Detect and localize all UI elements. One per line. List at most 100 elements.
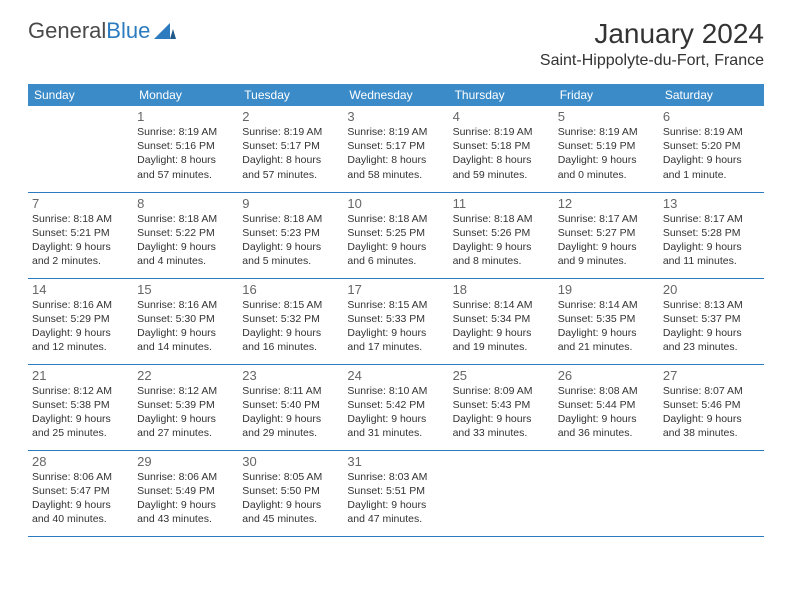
day-header: Wednesday <box>343 84 448 106</box>
sunrise-line: Sunrise: 8:07 AM <box>663 384 760 398</box>
logo: GeneralBlue <box>28 18 176 44</box>
day-number: 24 <box>347 368 444 383</box>
calendar-cell: 19Sunrise: 8:14 AMSunset: 5:35 PMDayligh… <box>554 278 659 364</box>
sunrise-line: Sunrise: 8:19 AM <box>347 125 444 139</box>
day-info: Sunrise: 8:09 AMSunset: 5:43 PMDaylight:… <box>453 384 550 441</box>
sunrise-line: Sunrise: 8:06 AM <box>32 470 129 484</box>
calendar-cell: 11Sunrise: 8:18 AMSunset: 5:26 PMDayligh… <box>449 192 554 278</box>
calendar-cell: 8Sunrise: 8:18 AMSunset: 5:22 PMDaylight… <box>133 192 238 278</box>
sunset-line: Sunset: 5:17 PM <box>242 139 339 153</box>
calendar-row: 21Sunrise: 8:12 AMSunset: 5:38 PMDayligh… <box>28 364 764 450</box>
daylight-line: Daylight: 8 hours and 57 minutes. <box>242 153 339 181</box>
calendar-body: 1Sunrise: 8:19 AMSunset: 5:16 PMDaylight… <box>28 106 764 536</box>
sunrise-line: Sunrise: 8:15 AM <box>347 298 444 312</box>
sunset-line: Sunset: 5:37 PM <box>663 312 760 326</box>
sunrise-line: Sunrise: 8:10 AM <box>347 384 444 398</box>
day-number: 22 <box>137 368 234 383</box>
sunrise-line: Sunrise: 8:17 AM <box>558 212 655 226</box>
calendar-cell: 24Sunrise: 8:10 AMSunset: 5:42 PMDayligh… <box>343 364 448 450</box>
sunrise-line: Sunrise: 8:19 AM <box>663 125 760 139</box>
day-header: Thursday <box>449 84 554 106</box>
daylight-line: Daylight: 9 hours and 2 minutes. <box>32 240 129 268</box>
day-info: Sunrise: 8:17 AMSunset: 5:27 PMDaylight:… <box>558 212 655 269</box>
sunset-line: Sunset: 5:38 PM <box>32 398 129 412</box>
day-number: 10 <box>347 196 444 211</box>
sunrise-line: Sunrise: 8:19 AM <box>558 125 655 139</box>
sunset-line: Sunset: 5:27 PM <box>558 226 655 240</box>
calendar-cell: 30Sunrise: 8:05 AMSunset: 5:50 PMDayligh… <box>238 450 343 536</box>
day-number: 23 <box>242 368 339 383</box>
sunset-line: Sunset: 5:43 PM <box>453 398 550 412</box>
sunset-line: Sunset: 5:26 PM <box>453 226 550 240</box>
sunrise-line: Sunrise: 8:03 AM <box>347 470 444 484</box>
day-info: Sunrise: 8:06 AMSunset: 5:49 PMDaylight:… <box>137 470 234 527</box>
calendar-cell: 23Sunrise: 8:11 AMSunset: 5:40 PMDayligh… <box>238 364 343 450</box>
sunrise-line: Sunrise: 8:08 AM <box>558 384 655 398</box>
day-header: Monday <box>133 84 238 106</box>
day-header-row: Sunday Monday Tuesday Wednesday Thursday… <box>28 84 764 106</box>
day-header: Saturday <box>659 84 764 106</box>
sunset-line: Sunset: 5:28 PM <box>663 226 760 240</box>
logo-triangle-icon <box>154 23 176 39</box>
day-info: Sunrise: 8:17 AMSunset: 5:28 PMDaylight:… <box>663 212 760 269</box>
daylight-line: Daylight: 9 hours and 0 minutes. <box>558 153 655 181</box>
calendar-table: Sunday Monday Tuesday Wednesday Thursday… <box>28 84 764 537</box>
sunset-line: Sunset: 5:35 PM <box>558 312 655 326</box>
day-number: 17 <box>347 282 444 297</box>
calendar-cell: 15Sunrise: 8:16 AMSunset: 5:30 PMDayligh… <box>133 278 238 364</box>
sunrise-line: Sunrise: 8:18 AM <box>137 212 234 226</box>
day-number: 2 <box>242 109 339 124</box>
daylight-line: Daylight: 8 hours and 58 minutes. <box>347 153 444 181</box>
day-number: 1 <box>137 109 234 124</box>
logo-part2: Blue <box>106 18 150 43</box>
sunrise-line: Sunrise: 8:05 AM <box>242 470 339 484</box>
sunset-line: Sunset: 5:40 PM <box>242 398 339 412</box>
daylight-line: Daylight: 9 hours and 29 minutes. <box>242 412 339 440</box>
sunset-line: Sunset: 5:51 PM <box>347 484 444 498</box>
sunrise-line: Sunrise: 8:16 AM <box>32 298 129 312</box>
sunset-line: Sunset: 5:30 PM <box>137 312 234 326</box>
day-info: Sunrise: 8:19 AMSunset: 5:18 PMDaylight:… <box>453 125 550 182</box>
day-info: Sunrise: 8:18 AMSunset: 5:25 PMDaylight:… <box>347 212 444 269</box>
sunrise-line: Sunrise: 8:18 AM <box>453 212 550 226</box>
day-header: Tuesday <box>238 84 343 106</box>
day-number: 14 <box>32 282 129 297</box>
day-info: Sunrise: 8:16 AMSunset: 5:30 PMDaylight:… <box>137 298 234 355</box>
daylight-line: Daylight: 9 hours and 11 minutes. <box>663 240 760 268</box>
calendar-cell: 17Sunrise: 8:15 AMSunset: 5:33 PMDayligh… <box>343 278 448 364</box>
day-number: 12 <box>558 196 655 211</box>
day-info: Sunrise: 8:18 AMSunset: 5:21 PMDaylight:… <box>32 212 129 269</box>
logo-text: GeneralBlue <box>28 18 150 44</box>
day-info: Sunrise: 8:06 AMSunset: 5:47 PMDaylight:… <box>32 470 129 527</box>
daylight-line: Daylight: 9 hours and 19 minutes. <box>453 326 550 354</box>
day-number: 26 <box>558 368 655 383</box>
logo-part1: General <box>28 18 106 43</box>
sunset-line: Sunset: 5:32 PM <box>242 312 339 326</box>
day-info: Sunrise: 8:19 AMSunset: 5:19 PMDaylight:… <box>558 125 655 182</box>
day-number: 30 <box>242 454 339 469</box>
day-header: Sunday <box>28 84 133 106</box>
day-number: 13 <box>663 196 760 211</box>
calendar-cell <box>554 450 659 536</box>
day-number: 28 <box>32 454 129 469</box>
sunrise-line: Sunrise: 8:09 AM <box>453 384 550 398</box>
calendar-cell: 22Sunrise: 8:12 AMSunset: 5:39 PMDayligh… <box>133 364 238 450</box>
calendar-cell: 16Sunrise: 8:15 AMSunset: 5:32 PMDayligh… <box>238 278 343 364</box>
sunset-line: Sunset: 5:44 PM <box>558 398 655 412</box>
calendar-cell <box>28 106 133 192</box>
daylight-line: Daylight: 9 hours and 6 minutes. <box>347 240 444 268</box>
day-number: 29 <box>137 454 234 469</box>
daylight-line: Daylight: 9 hours and 8 minutes. <box>453 240 550 268</box>
day-info: Sunrise: 8:05 AMSunset: 5:50 PMDaylight:… <box>242 470 339 527</box>
sunset-line: Sunset: 5:22 PM <box>137 226 234 240</box>
sunset-line: Sunset: 5:50 PM <box>242 484 339 498</box>
sunrise-line: Sunrise: 8:13 AM <box>663 298 760 312</box>
calendar-row: 7Sunrise: 8:18 AMSunset: 5:21 PMDaylight… <box>28 192 764 278</box>
day-info: Sunrise: 8:08 AMSunset: 5:44 PMDaylight:… <box>558 384 655 441</box>
day-info: Sunrise: 8:14 AMSunset: 5:35 PMDaylight:… <box>558 298 655 355</box>
daylight-line: Daylight: 9 hours and 23 minutes. <box>663 326 760 354</box>
sunrise-line: Sunrise: 8:15 AM <box>242 298 339 312</box>
day-info: Sunrise: 8:19 AMSunset: 5:20 PMDaylight:… <box>663 125 760 182</box>
sunset-line: Sunset: 5:23 PM <box>242 226 339 240</box>
sunset-line: Sunset: 5:49 PM <box>137 484 234 498</box>
